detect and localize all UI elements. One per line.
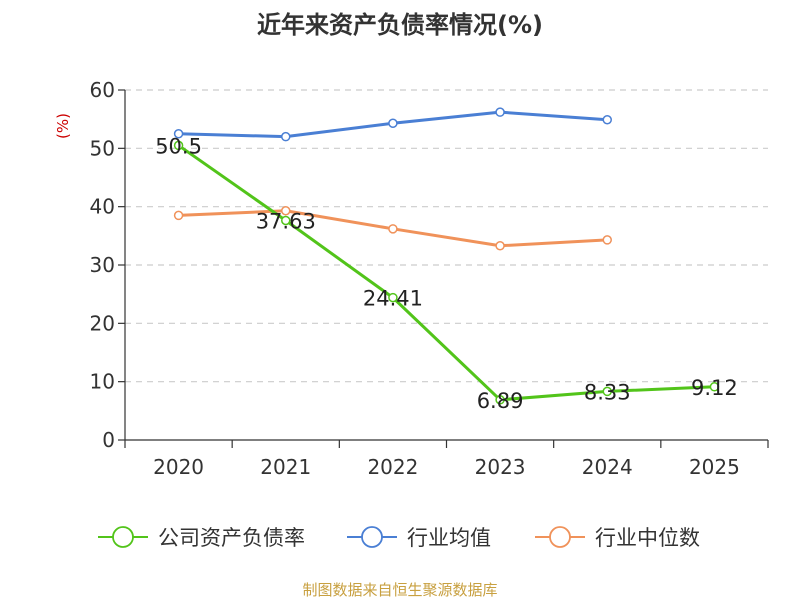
y-axis-unit: (%) — [54, 113, 72, 139]
data-point — [281, 206, 291, 216]
legend-item: 行业均值 — [347, 526, 491, 550]
legend-marker — [549, 526, 571, 548]
x-tick-label: 2021 — [260, 455, 311, 479]
legend-label: 公司资产负债率 — [158, 526, 305, 550]
data-label: 6.89 — [477, 389, 524, 413]
data-labels: 50.5 37.63 24.41 6.89 8.33 9.12 — [155, 134, 738, 412]
legend-label: 行业中位数 — [595, 526, 700, 550]
series-1 — [173, 107, 612, 142]
data-point — [388, 118, 398, 128]
data-point — [709, 382, 720, 392]
x-tick-label: 2024 — [582, 455, 633, 479]
data-label: 8.33 — [584, 380, 631, 404]
source-note: 制图数据来自恒生聚源数据库 — [302, 581, 497, 599]
data-point — [173, 140, 184, 151]
x-tick-label: 2025 — [689, 455, 740, 479]
x-tick-label: 2023 — [475, 455, 526, 479]
data-point — [173, 129, 184, 139]
data-label: 24.41 — [363, 287, 423, 311]
y-tick-label: 10 — [90, 370, 115, 394]
data-point — [388, 292, 398, 303]
y-tick-label: 30 — [90, 253, 115, 277]
grid-lines — [125, 89, 768, 383]
data-point — [495, 395, 505, 405]
data-point — [173, 210, 184, 221]
x-tick-label: 2020 — [153, 455, 204, 479]
chart-title: 近年来资产负债率情况(%) — [257, 11, 543, 39]
data-point — [281, 131, 291, 142]
data-label: 9.12 — [691, 376, 738, 400]
data-point — [602, 115, 612, 125]
data-point — [602, 386, 612, 397]
series-0 — [173, 140, 720, 405]
data-point — [388, 224, 398, 234]
x-tick-label: 2022 — [367, 455, 418, 479]
y-tick-label: 20 — [90, 311, 115, 335]
y-tick-label: 40 — [90, 195, 115, 219]
legend-item: 行业中位数 — [535, 526, 700, 550]
data-label: 50.5 — [155, 134, 202, 158]
legend-marker — [112, 526, 134, 548]
series-2 — [173, 206, 612, 251]
series-line — [177, 144, 715, 402]
y-tick-label: 60 — [90, 78, 115, 102]
data-point — [495, 241, 505, 251]
y-tick-label: 0 — [102, 428, 115, 452]
data-point — [602, 235, 612, 245]
data-point — [281, 215, 291, 226]
legend-item: 公司资产负债率 — [98, 526, 305, 550]
axes: 0 10 20 30 40 50 60 2020 2021 2022 2023 2024 2025 — [90, 78, 769, 479]
y-tick-label: 50 — [90, 136, 115, 160]
data-point — [495, 107, 505, 117]
data-label: 37.63 — [256, 209, 316, 233]
legend-label: 行业均值 — [407, 526, 491, 550]
series-layer — [173, 107, 720, 405]
legend: 公司资产负债率 行业均值 行业中位数 — [98, 526, 700, 550]
legend-marker — [361, 526, 383, 548]
